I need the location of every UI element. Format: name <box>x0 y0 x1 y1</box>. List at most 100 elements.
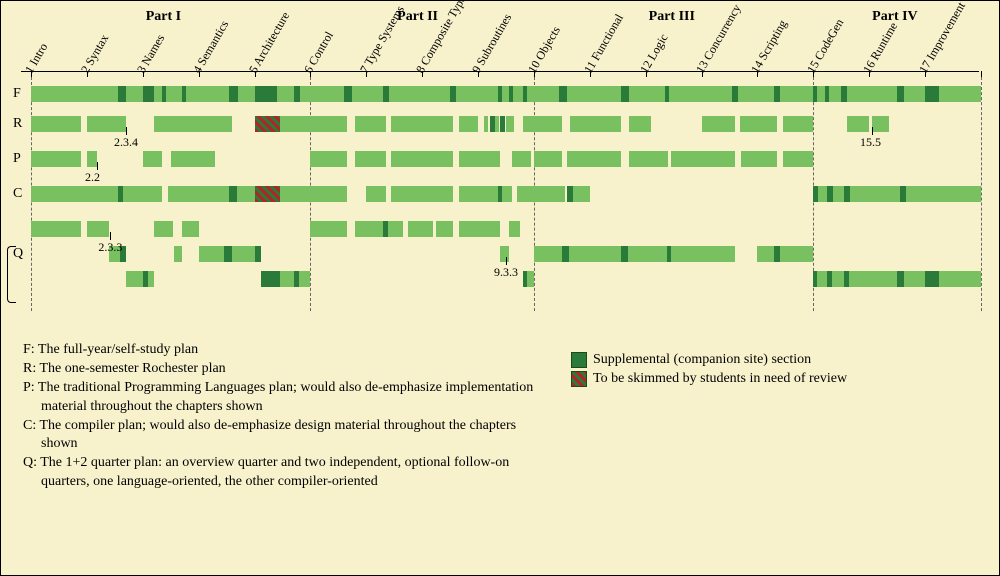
segment <box>757 246 774 262</box>
segment <box>199 246 224 262</box>
segment <box>502 86 509 102</box>
segment <box>277 86 294 102</box>
segment <box>669 86 701 102</box>
segment <box>818 186 828 202</box>
segment <box>780 86 814 102</box>
segment <box>500 246 508 262</box>
row-label-P: P <box>13 151 21 167</box>
segment <box>869 271 897 287</box>
segment <box>757 151 777 167</box>
segment <box>422 116 453 132</box>
segment <box>757 86 774 102</box>
chapter-label: 13 Concurrency <box>693 2 744 76</box>
segment <box>478 186 498 202</box>
segment <box>646 151 668 167</box>
legend-text: Supplemental (companion site) section <box>593 351 893 370</box>
segment <box>87 186 118 202</box>
segment <box>523 116 534 132</box>
row-label-C: C <box>13 186 22 202</box>
segment <box>671 246 702 262</box>
segment <box>517 186 534 202</box>
segment <box>123 186 143 202</box>
segment <box>527 86 534 102</box>
chapter-label: 15 CodeGen <box>804 16 847 76</box>
segment <box>391 186 422 202</box>
section-annotation: 2.2 <box>85 170 100 185</box>
segment <box>646 246 667 262</box>
segment <box>199 86 230 102</box>
segment <box>237 186 255 202</box>
segment <box>408 221 422 237</box>
segment <box>261 271 279 287</box>
segment <box>456 86 478 102</box>
plan-desc-F: F: The full-year/self-study plan <box>23 341 543 360</box>
segment <box>459 116 479 132</box>
segment <box>255 116 280 132</box>
segment <box>925 86 939 102</box>
segment <box>817 271 828 287</box>
segment <box>671 151 702 167</box>
segment <box>897 271 904 287</box>
segment <box>925 271 939 287</box>
segment <box>366 186 386 202</box>
segment <box>484 116 488 132</box>
segment <box>255 86 277 102</box>
segment <box>702 151 736 167</box>
row-label-F: F <box>13 86 21 102</box>
segment <box>154 86 162 102</box>
segment <box>255 246 262 262</box>
segment <box>939 271 981 287</box>
segment <box>229 186 236 202</box>
segment <box>534 186 565 202</box>
segment <box>646 86 666 102</box>
segment <box>87 221 109 237</box>
segment <box>829 86 841 102</box>
chapter-label: 16 Runtime <box>860 20 901 76</box>
segment <box>534 86 559 102</box>
segment <box>422 221 433 237</box>
segment <box>31 221 81 237</box>
segment <box>567 86 589 102</box>
segment <box>310 186 346 202</box>
segment <box>478 151 500 167</box>
segment <box>199 151 216 167</box>
plan-legend: F: The full-year/self-study planR: The o… <box>23 341 543 492</box>
segment <box>366 86 383 102</box>
segment <box>590 151 621 167</box>
segment <box>534 246 562 262</box>
segment <box>904 86 925 102</box>
plan-desc-Q: Q: The 1+2 quarter plan: an overview qua… <box>23 454 543 492</box>
segment <box>300 86 310 102</box>
q-brace <box>7 246 16 303</box>
segment <box>478 86 498 102</box>
chapter-label: 5 Architecture <box>246 9 293 76</box>
segment <box>459 151 479 167</box>
segment <box>174 246 182 262</box>
segment <box>534 151 562 167</box>
segment <box>238 86 255 102</box>
chapter-label: 6 Control <box>301 29 337 76</box>
segment <box>702 86 733 102</box>
swatch-hatch <box>571 371 587 387</box>
segment <box>126 271 143 287</box>
chapter-label: 2 Syntax <box>78 32 112 76</box>
segment <box>506 116 514 132</box>
plan-desc-R: R: The one-semester Rochester plan <box>23 360 543 379</box>
segment <box>143 86 154 102</box>
chapter-label: 11 Functional <box>581 11 627 76</box>
chapter-label: 12 Logic <box>637 31 671 76</box>
segment <box>740 116 758 132</box>
segment <box>166 86 182 102</box>
segment <box>199 186 230 202</box>
chapter-label: 9 Subroutines <box>469 11 515 76</box>
legend-key: Supplemental (companion site) section <box>571 351 893 370</box>
segment <box>869 186 900 202</box>
segment <box>229 86 237 102</box>
segment <box>459 186 479 202</box>
segment <box>850 186 870 202</box>
segment <box>232 246 254 262</box>
segment <box>559 86 567 102</box>
segment <box>562 246 569 262</box>
segment <box>500 116 504 132</box>
segment <box>154 221 174 237</box>
